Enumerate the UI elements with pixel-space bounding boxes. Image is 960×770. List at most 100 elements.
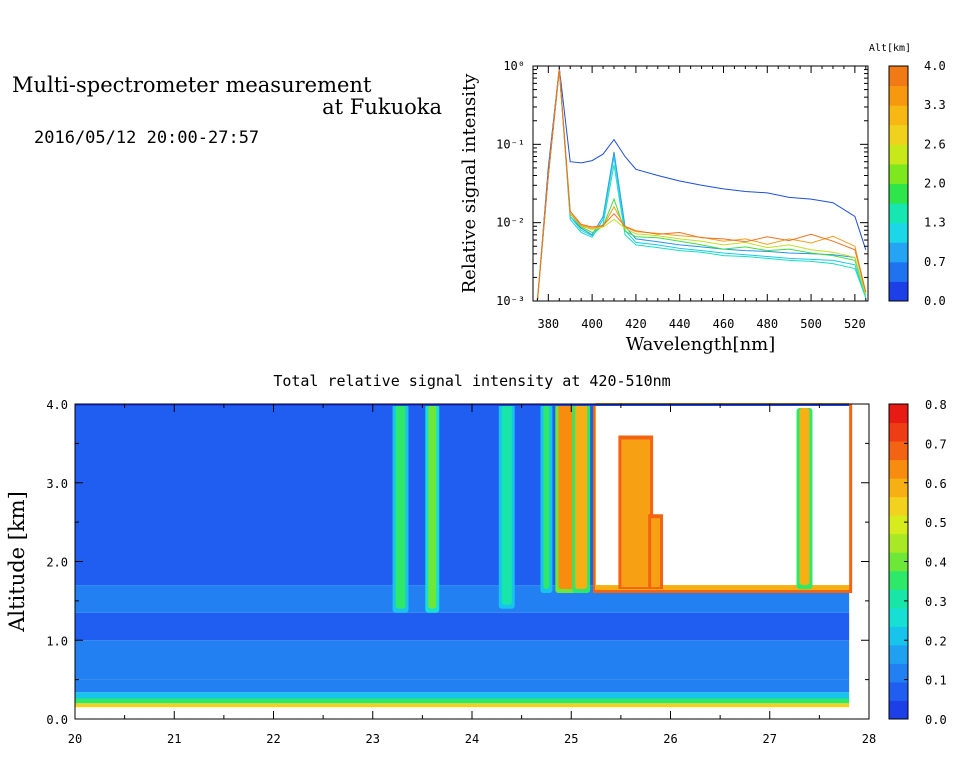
heatmap-top-strip bbox=[75, 404, 850, 406]
spectrum-colorbar-swatch-3 bbox=[889, 222, 908, 243]
heatmap-colorbar-swatch-12 bbox=[889, 478, 908, 498]
date-text: 2016/05/12 20:00-27:57 bbox=[34, 128, 260, 148]
heatmap-colorbar-swatch-2 bbox=[889, 663, 908, 683]
heatmap-colorbar-tick-label: 0.8 bbox=[925, 398, 947, 412]
heatmap-y-tick-label: 2.0 bbox=[46, 556, 68, 570]
spectrum-colorbar-swatch-7 bbox=[889, 144, 908, 165]
spectrum-x-axis-label: Wavelength[nm] bbox=[626, 334, 776, 355]
spectrum-colorbar-swatch-10 bbox=[889, 85, 908, 106]
heatmap-y-axis-label: Altitude [km] bbox=[5, 491, 29, 633]
heatmap-colorbar-swatch-9 bbox=[889, 533, 908, 553]
heatmap-x-tick-label: 26 bbox=[663, 732, 677, 746]
heatmap-column-4 bbox=[558, 404, 575, 589]
heatmap-colorbar-tick-label: 0.7 bbox=[925, 437, 947, 451]
heatmap-column-1 bbox=[428, 404, 437, 609]
spectrum-colorbar-swatch-4 bbox=[889, 203, 908, 224]
heatmap-column-6 bbox=[799, 407, 810, 586]
spectrum-colorbar-swatch-8 bbox=[889, 124, 908, 145]
heatmap-y-tick-label: 4.0 bbox=[46, 398, 68, 412]
heatmap-band-1 bbox=[75, 698, 850, 704]
heatmap-band-0 bbox=[75, 703, 850, 708]
heatmap-colorbar-swatch-4 bbox=[889, 626, 908, 646]
heatmap-column-5 bbox=[575, 404, 588, 589]
spectrum-x-tick-label: 480 bbox=[756, 317, 778, 331]
spectrum-x-tick-label: 520 bbox=[844, 317, 866, 331]
spectrum-y-tick-label: 10⁻³ bbox=[496, 294, 525, 308]
heatmap-title: Total relative signal intensity at 420-5… bbox=[273, 372, 670, 390]
heatmap-colorbar-tick-label: 0.3 bbox=[925, 595, 947, 609]
heatmap-colorbar-swatch-14 bbox=[889, 441, 908, 461]
spectrum-x-tick-label: 380 bbox=[537, 317, 559, 331]
spectrum-colorbar-swatch-9 bbox=[889, 105, 908, 126]
spectrum-x-tick-label: 460 bbox=[713, 317, 735, 331]
heatmap-colorbar-tick-label: 0.6 bbox=[925, 477, 947, 491]
heatmap-colorbar-tick-label: 0.4 bbox=[925, 556, 947, 570]
heatmap-colorbar-swatch-15 bbox=[889, 422, 908, 442]
spectrum-y-tick-label: 10⁻¹ bbox=[496, 137, 525, 151]
heatmap-y-tick-label: 0.0 bbox=[46, 713, 68, 727]
title-line-1: Multi-spectrometer measurement bbox=[12, 73, 372, 97]
heatmap-colorbar-tick-label: 0.0 bbox=[925, 713, 947, 727]
spectrum-colorbar-swatch-1 bbox=[889, 261, 908, 282]
heatmap-colorbar-swatch-10 bbox=[889, 515, 908, 535]
spectrum-x-tick-label: 500 bbox=[800, 317, 822, 331]
spectrum-colorbar-tick-label: 1.3 bbox=[924, 216, 946, 230]
spectrum-colorbar-tick-label: 0.7 bbox=[924, 255, 946, 269]
spectrum-colorbar-tick-label: 3.3 bbox=[924, 98, 946, 112]
spectrum-x-tick-label: 440 bbox=[669, 317, 691, 331]
spectrum-series-line-6 bbox=[536, 69, 867, 301]
spectrum-colorbar-tick-label: 2.6 bbox=[924, 137, 946, 151]
heatmap-band-5 bbox=[75, 612, 850, 641]
spectrum-colorbar-frame bbox=[888, 65, 909, 302]
heatmap-band-3 bbox=[75, 679, 850, 693]
heatmap-feature-core-1 bbox=[651, 518, 661, 588]
spectrum-colorbar-tick-label: 0.0 bbox=[924, 294, 946, 308]
spectrum-colorbar-swatch-0 bbox=[889, 281, 908, 302]
spectrum-y-tick-label: 10⁻² bbox=[496, 216, 525, 230]
spectrum-series-group bbox=[536, 67, 867, 301]
spectrum-colorbar-title: Alt[km] bbox=[869, 43, 911, 54]
heatmap-colorbar-swatch-13 bbox=[889, 459, 908, 479]
spectrum-colorbar-tick-label: 4.0 bbox=[924, 59, 946, 73]
spectrum-colorbar-swatch-6 bbox=[889, 163, 908, 184]
spectrum-colorbar-tick-label: 2.0 bbox=[924, 177, 946, 191]
heatmap-x-tick-label: 28 bbox=[862, 732, 876, 746]
title-line-2: at Fukuoka bbox=[322, 95, 442, 119]
heatmap-column-3 bbox=[543, 404, 550, 589]
heatmap-colorbar-swatch-0 bbox=[889, 700, 908, 720]
heatmap-band-2 bbox=[75, 692, 850, 699]
spectrum-x-tick-label: 400 bbox=[581, 317, 603, 331]
heatmap-x-tick-label: 20 bbox=[68, 732, 82, 746]
spectrum-series-line-7 bbox=[536, 69, 867, 301]
heatmap-x-tick-label: 22 bbox=[266, 732, 280, 746]
heatmap-y-tick-label: 1.0 bbox=[46, 634, 68, 648]
heatmap-column-0 bbox=[395, 404, 406, 609]
heatmap-colorbar-swatch-8 bbox=[889, 552, 908, 572]
heatmap-x-tick-label: 23 bbox=[366, 732, 380, 746]
heatmap-y-tick-label: 3.0 bbox=[46, 477, 68, 491]
heatmap-colorbar-swatch-5 bbox=[889, 607, 908, 627]
heatmap-x-tick-label: 27 bbox=[763, 732, 777, 746]
title-block: Multi-spectrometer measurement at Fukuok… bbox=[12, 74, 442, 148]
spectrum-series-line-0 bbox=[536, 67, 867, 301]
spectrum-y-tick-label: 10⁰ bbox=[503, 59, 525, 73]
heatmap-colorbar-swatch-11 bbox=[889, 496, 908, 516]
heatmap-colorbar-swatch-1 bbox=[889, 681, 908, 701]
spectrum-colorbar-swatch-11 bbox=[889, 66, 908, 87]
heatmap-x-tick-label: 25 bbox=[564, 732, 578, 746]
heatmap-colorbar-swatch-7 bbox=[889, 570, 908, 590]
heatmap-colorbar-swatch-6 bbox=[889, 589, 908, 609]
heatmap-x-tick-label: 21 bbox=[167, 732, 181, 746]
spectrum-series-line-3 bbox=[536, 69, 867, 301]
heatmap-column-2 bbox=[501, 404, 512, 605]
spectrum-y-axis-label: Relative signal intensity bbox=[459, 73, 480, 294]
spectrum-series-line-2 bbox=[536, 69, 867, 301]
heatmap-colorbar-tick-label: 0.5 bbox=[925, 516, 947, 530]
heatmap-colorbar-swatch-3 bbox=[889, 644, 908, 664]
heatmap-feature-core-0 bbox=[621, 439, 651, 588]
spectrum-colorbar-swatch-5 bbox=[889, 183, 908, 204]
heatmap-band-4 bbox=[75, 640, 850, 680]
spectrum-x-tick-label: 420 bbox=[625, 317, 647, 331]
heatmap-x-tick-label: 24 bbox=[465, 732, 479, 746]
